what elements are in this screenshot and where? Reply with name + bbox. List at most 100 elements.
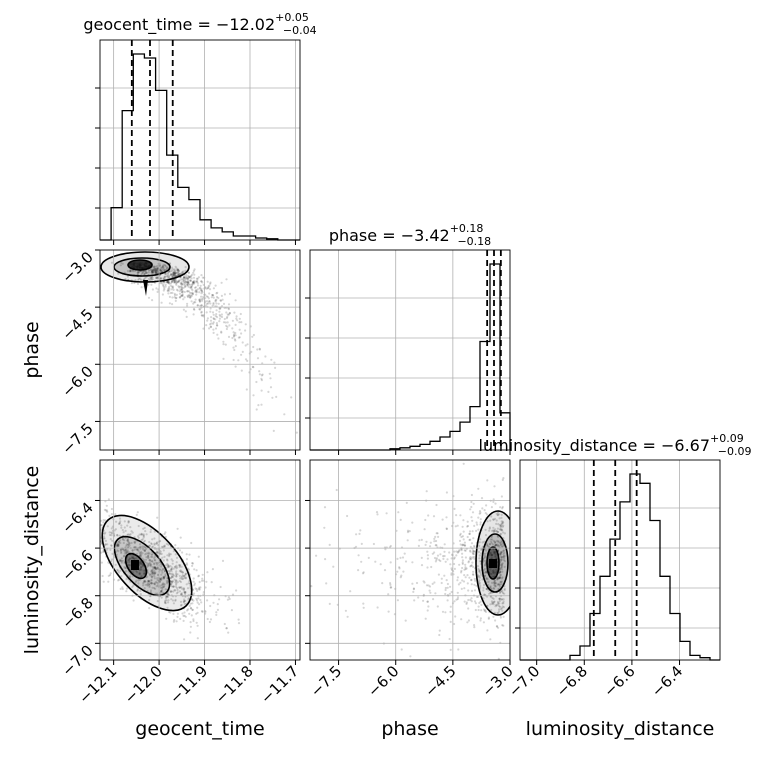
- sample-point: [501, 478, 504, 481]
- sample-point: [182, 273, 186, 276]
- sample-point: [195, 597, 198, 600]
- sample-point: [153, 551, 156, 554]
- sample-point: [488, 529, 491, 532]
- sample-point: [489, 595, 492, 598]
- sample-point: [168, 570, 171, 573]
- sample-point: [164, 568, 167, 571]
- sample-point: [145, 569, 148, 572]
- sample-point: [498, 553, 502, 556]
- sample-point: [173, 272, 176, 275]
- sample-point: [211, 293, 214, 297]
- sample-point: [399, 576, 402, 579]
- sample-point: [155, 287, 158, 290]
- sample-point: [157, 266, 160, 269]
- sample-point: [145, 269, 148, 272]
- sample-point: [137, 269, 141, 272]
- sample-point: [208, 300, 211, 303]
- sample-point: [136, 589, 139, 592]
- y-tick-label: −3.0: [58, 248, 96, 286]
- sample-point: [178, 279, 181, 282]
- sample-point: [198, 603, 201, 606]
- sample-point: [187, 597, 190, 600]
- sample-point: [125, 548, 128, 552]
- sample-point: [160, 563, 163, 566]
- sample-point: [464, 556, 467, 559]
- sample-point: [435, 557, 438, 560]
- sample-point: [460, 571, 463, 574]
- sample-point: [124, 560, 127, 563]
- sample-point: [501, 529, 504, 532]
- sample-point: [494, 528, 497, 531]
- sample-point: [187, 276, 190, 279]
- sample-point: [188, 553, 191, 556]
- sample-point: [474, 602, 477, 605]
- sample-point: [480, 569, 483, 572]
- sample-point: [124, 529, 127, 533]
- sample-point: [140, 566, 143, 569]
- sample-point: [149, 267, 152, 270]
- sample-point: [215, 302, 218, 305]
- sample-point: [152, 267, 156, 270]
- sample-point: [101, 541, 104, 545]
- sample-point: [129, 533, 132, 536]
- sample-point: [180, 288, 184, 291]
- sample-point: [135, 585, 138, 588]
- sample-point: [497, 510, 500, 513]
- sample-point: [360, 542, 363, 546]
- sample-point: [453, 550, 456, 553]
- sample-point: [472, 550, 475, 553]
- sample-point: [140, 562, 143, 566]
- x-tick-label: −6.4: [648, 662, 686, 700]
- sample-point: [403, 552, 406, 555]
- sample-point: [163, 279, 166, 282]
- sample-point: [183, 602, 186, 606]
- sample-point: [161, 271, 164, 274]
- sample-point: [140, 576, 143, 579]
- sample-point: [168, 302, 171, 305]
- sample-point: [103, 537, 106, 540]
- sample-point: [140, 532, 143, 536]
- sample-point: [493, 611, 496, 614]
- sample-point: [481, 507, 484, 510]
- sample-point: [198, 580, 201, 584]
- sample-point: [174, 589, 177, 592]
- sample-point: [116, 533, 119, 537]
- sample-point: [486, 520, 489, 523]
- sample-point: [151, 553, 154, 556]
- sample-point: [139, 269, 142, 272]
- sample-point: [94, 518, 96, 520]
- sample-point: [144, 569, 147, 572]
- sample-point: [475, 584, 478, 587]
- sample-point: [135, 513, 138, 517]
- sample-point: [485, 571, 488, 574]
- sample-point: [493, 545, 496, 548]
- sample-point: [136, 273, 139, 277]
- sample-point: [187, 271, 190, 274]
- sample-point: [190, 589, 193, 593]
- sample-point: [423, 528, 426, 531]
- sample-point: [57, 521, 59, 523]
- sample-point: [194, 301, 197, 304]
- sample-point: [432, 515, 436, 518]
- sample-point: [481, 541, 484, 544]
- sample-point: [500, 495, 503, 498]
- sample-point: [497, 603, 500, 606]
- sample-point: [146, 565, 149, 569]
- sample-point: [212, 322, 215, 325]
- sample-point: [495, 625, 498, 628]
- sample-point: [201, 291, 204, 294]
- sample-point: [501, 545, 504, 549]
- sample-point: [444, 592, 447, 596]
- sample-point: [120, 560, 123, 563]
- sample-point: [171, 275, 174, 278]
- sample-point: [119, 264, 122, 267]
- sample-point: [460, 618, 463, 621]
- sample-point: [479, 572, 482, 575]
- sample-point: [199, 284, 202, 287]
- sample-point: [185, 558, 188, 561]
- sample-point: [501, 592, 505, 595]
- sample-point: [142, 268, 145, 271]
- sample-point: [496, 514, 500, 517]
- sample-point: [90, 539, 92, 541]
- sample-point: [96, 550, 98, 552]
